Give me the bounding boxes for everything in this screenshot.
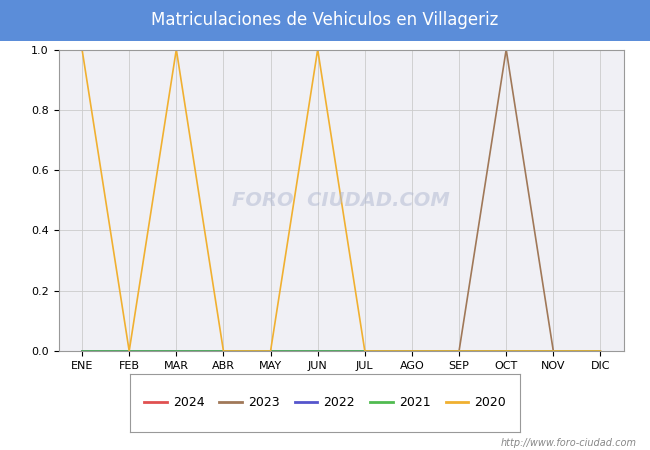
2023 bbox=[314, 348, 322, 354]
2024 bbox=[172, 348, 180, 354]
2022 bbox=[408, 348, 416, 354]
2021 bbox=[220, 348, 228, 354]
2022 bbox=[455, 348, 463, 354]
2024 bbox=[361, 348, 369, 354]
2021 bbox=[361, 348, 369, 354]
2023 bbox=[266, 348, 274, 354]
2023 bbox=[125, 348, 133, 354]
2024 bbox=[220, 348, 228, 354]
2024 bbox=[408, 348, 416, 354]
2021 bbox=[78, 348, 86, 354]
Text: Matriculaciones de Vehiculos en Villageriz: Matriculaciones de Vehiculos en Villager… bbox=[151, 11, 499, 29]
2023 bbox=[502, 47, 510, 52]
Text: http://www.foro-ciudad.com: http://www.foro-ciudad.com bbox=[501, 438, 637, 448]
2023 bbox=[172, 348, 180, 354]
2020 bbox=[597, 348, 604, 354]
2024 bbox=[78, 348, 86, 354]
2022 bbox=[172, 348, 180, 354]
2022 bbox=[266, 348, 274, 354]
2024 bbox=[314, 348, 322, 354]
2020 bbox=[78, 47, 86, 52]
2020 bbox=[314, 47, 322, 52]
2023 bbox=[220, 348, 228, 354]
2021 bbox=[502, 348, 510, 354]
2020 bbox=[502, 348, 510, 354]
2020 bbox=[361, 348, 369, 354]
2021 bbox=[125, 348, 133, 354]
2022 bbox=[220, 348, 228, 354]
2020 bbox=[172, 47, 180, 52]
2021 bbox=[408, 348, 416, 354]
2024 bbox=[266, 348, 274, 354]
2022 bbox=[314, 348, 322, 354]
2021 bbox=[455, 348, 463, 354]
2024 bbox=[125, 348, 133, 354]
2020 bbox=[549, 348, 557, 354]
2022 bbox=[361, 348, 369, 354]
2023 bbox=[361, 348, 369, 354]
2024 bbox=[549, 348, 557, 354]
2023 bbox=[408, 348, 416, 354]
2023 bbox=[455, 348, 463, 354]
2020 bbox=[266, 348, 274, 354]
2022 bbox=[125, 348, 133, 354]
2023 bbox=[78, 348, 86, 354]
2020 bbox=[220, 348, 228, 354]
2021 bbox=[266, 348, 274, 354]
Text: FORO  CIUDAD.COM: FORO CIUDAD.COM bbox=[233, 191, 450, 210]
2020 bbox=[455, 348, 463, 354]
2022 bbox=[502, 348, 510, 354]
Legend: 2024, 2023, 2022, 2021, 2020: 2024, 2023, 2022, 2021, 2020 bbox=[139, 391, 511, 414]
2020 bbox=[408, 348, 416, 354]
2022 bbox=[78, 348, 86, 354]
2020 bbox=[125, 348, 133, 354]
2024 bbox=[597, 348, 604, 354]
Line: 2020: 2020 bbox=[82, 50, 601, 351]
2022 bbox=[597, 348, 604, 354]
2023 bbox=[549, 348, 557, 354]
2024 bbox=[455, 348, 463, 354]
2021 bbox=[172, 348, 180, 354]
2024 bbox=[502, 348, 510, 354]
2021 bbox=[549, 348, 557, 354]
2022 bbox=[549, 348, 557, 354]
2023 bbox=[597, 348, 604, 354]
2021 bbox=[597, 348, 604, 354]
Line: 2023: 2023 bbox=[82, 50, 601, 351]
2021 bbox=[314, 348, 322, 354]
